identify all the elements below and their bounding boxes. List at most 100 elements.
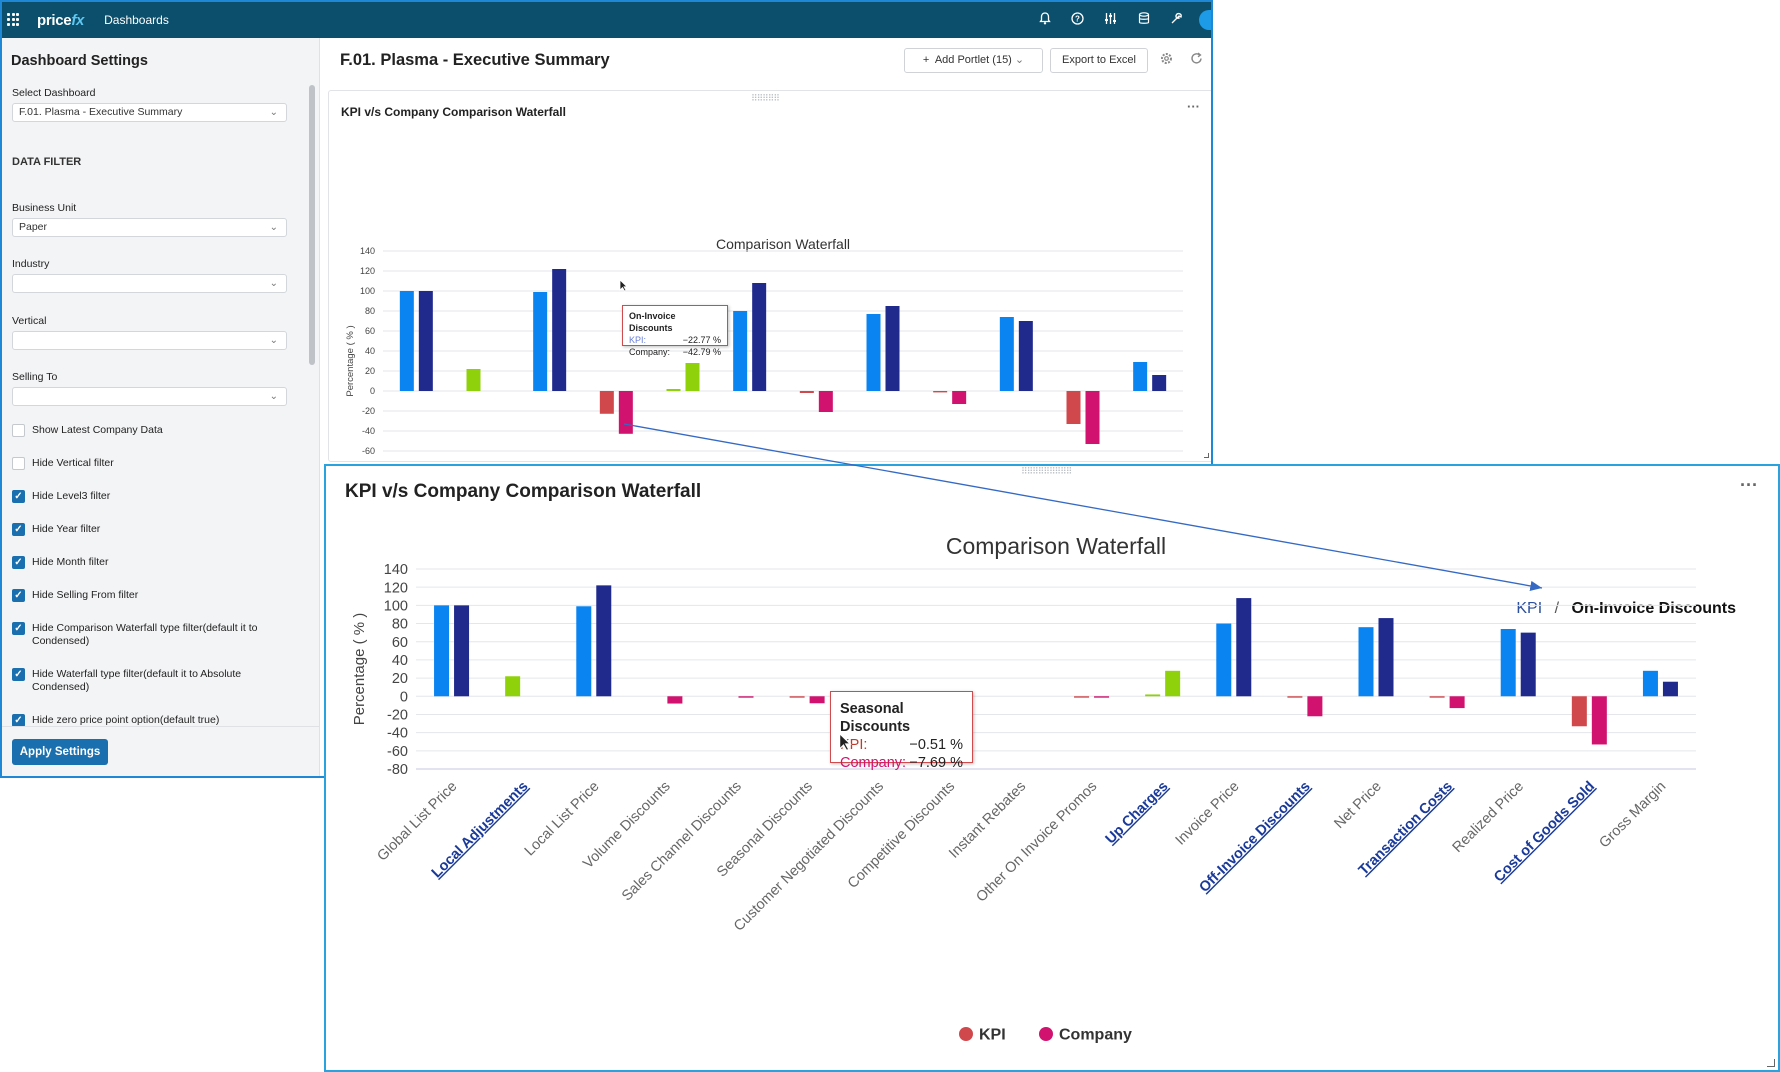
checkbox-row[interactable]: ✓ Hide Level3 filter <box>12 490 292 503</box>
tooltip-kpi-value: −0.51 % <box>909 737 963 753</box>
drag-handle[interactable]: ⠿⠿⠿⠿⠿⠿⠿⠿⠿ <box>1021 466 1072 476</box>
checkbox-label: Hide Comparison Waterfall type filter(de… <box>32 622 258 647</box>
portlet-comparison-waterfall: ⠿⠿⠿⠿⠿ KPI v/s Company Comparison Waterfa… <box>328 90 1211 462</box>
y-axis-label: Percentage ( % ) <box>351 613 368 726</box>
x-category-label: Sales Channel Discounts <box>619 779 745 905</box>
user-avatar[interactable] <box>1199 10 1211 30</box>
kpi-bar <box>999 317 1014 391</box>
company-bar <box>1152 375 1167 391</box>
select-dashboard-dropdown[interactable]: F.01. Plasma - Executive Summary ⌄ <box>12 103 287 122</box>
checkbox[interactable]: ✓ <box>12 589 25 602</box>
nav-title[interactable]: Dashboards <box>104 13 169 27</box>
more-options-icon[interactable]: ··· <box>1740 475 1758 495</box>
kpi-bar <box>789 696 805 698</box>
checkbox-label: Hide Month filter <box>32 556 109 568</box>
checkbox-row[interactable]: ✓ Hide Month filter <box>12 556 292 569</box>
checkbox[interactable] <box>12 457 25 470</box>
x-category-label: Other On Invoice Promos <box>973 779 1100 906</box>
checkbox[interactable]: ✓ <box>12 556 25 569</box>
company-bar <box>952 391 967 404</box>
select-dashboard-value: F.01. Plasma - Executive Summary <box>19 106 183 118</box>
pricefx-logo[interactable]: pricefx <box>37 11 85 29</box>
company-bar <box>454 605 470 697</box>
company-bar <box>1085 391 1100 444</box>
portlet-title: KPI v/s Company Comparison Waterfall <box>341 105 566 119</box>
company-bar <box>809 696 825 704</box>
chevron-down-icon: ⌄ <box>269 335 278 346</box>
tools-icon[interactable] <box>1160 12 1193 28</box>
kpi-bar <box>1133 362 1148 391</box>
breadcrumb-current: On-Invoice Discounts <box>1571 600 1736 617</box>
checkbox-row[interactable]: ✓ Hide Waterfall type filter(default it t… <box>12 668 292 694</box>
selling-to-dropdown[interactable]: ⌄ <box>12 387 287 406</box>
checkbox-label: Hide zero price point option(default tru… <box>32 714 220 726</box>
legend-company-marker <box>1039 1027 1053 1041</box>
drag-handle[interactable]: ⠿⠿⠿⠿⠿ <box>751 93 780 103</box>
top-navigation-bar: pricefx Dashboards ? <box>2 2 1211 38</box>
business-unit-dropdown[interactable]: Paper ⌄ <box>12 218 287 237</box>
checkbox[interactable] <box>12 424 25 437</box>
vertical-dropdown[interactable]: ⌄ <box>12 331 287 350</box>
add-portlet-label: Add Portlet (15) <box>934 54 1012 66</box>
sidebar-footer: Apply Settings <box>2 726 319 776</box>
x-category-label: Local List Price <box>522 779 603 860</box>
checkbox-row[interactable]: ✓ Hide Selling From filter <box>12 589 292 602</box>
checkbox-label: Show Latest Company Data <box>32 424 163 436</box>
checkbox-label: Hide Selling From filter <box>32 589 139 601</box>
bell-icon[interactable] <box>1028 12 1061 28</box>
checkbox-row[interactable]: ✓ Hide Year filter <box>12 523 292 536</box>
company-bar <box>752 283 767 391</box>
checkbox[interactable]: ✓ <box>12 714 25 727</box>
zoomed-portlet-comparison-waterfall: ⠿⠿⠿⠿⠿⠿⠿⠿⠿ KPI v/s Company Comparison Wat… <box>324 464 1780 1072</box>
company-bar <box>618 391 633 434</box>
checkbox-row[interactable]: Show Latest Company Data <box>12 424 292 437</box>
checkbox[interactable]: ✓ <box>12 523 25 536</box>
company-bar <box>552 269 567 391</box>
x-category-label: Instant Rebates <box>946 779 1029 862</box>
help-icon[interactable]: ? <box>1061 12 1094 28</box>
checkbox-row[interactable]: Hide Vertical filter <box>12 457 292 470</box>
y-tick-label: -60 <box>362 446 375 456</box>
x-category-label: Gross Margin <box>1596 779 1669 852</box>
resize-handle[interactable] <box>1767 1059 1775 1067</box>
y-tick-label: 120 <box>384 580 408 596</box>
y-tick-label: -20 <box>362 406 375 416</box>
select-dashboard-label: Select Dashboard <box>12 87 96 99</box>
x-category-label: Realized Price <box>1450 779 1527 856</box>
checkbox[interactable]: ✓ <box>12 668 25 681</box>
company-bar <box>685 363 700 391</box>
industry-dropdown[interactable]: ⌄ <box>12 274 287 293</box>
refresh-icon[interactable] <box>1190 52 1203 68</box>
y-tick-label: 60 <box>365 326 375 336</box>
apply-settings-button[interactable]: Apply Settings <box>12 739 108 765</box>
company-bar <box>1165 670 1181 697</box>
tooltip-company-value: −7.69 % <box>909 755 963 771</box>
kpi-bar <box>434 605 450 697</box>
checkbox[interactable]: ✓ <box>12 622 25 635</box>
y-tick-label: 140 <box>384 562 408 578</box>
settings-gear-icon[interactable] <box>1160 52 1173 68</box>
breadcrumb-root[interactable]: KPI <box>1516 600 1543 617</box>
chart-tooltip: On-Invoice Discounts KPI: −22.77 % Compan… <box>622 305 728 357</box>
mouse-cursor-icon <box>619 279 628 297</box>
database-icon[interactable] <box>1127 12 1160 28</box>
sliders-icon[interactable] <box>1094 12 1127 28</box>
business-unit-label: Business Unit <box>12 202 77 214</box>
add-portlet-button[interactable]: + Add Portlet (15) ⌄ <box>904 48 1043 73</box>
company-bar <box>596 585 612 697</box>
business-unit-value: Paper <box>19 221 48 233</box>
resize-handle[interactable] <box>1204 453 1209 458</box>
company-bar <box>667 696 683 704</box>
more-options-icon[interactable]: ··· <box>1187 99 1200 114</box>
app-grid-icon[interactable] <box>7 13 21 27</box>
sidebar-scrollbar[interactable] <box>309 85 315 365</box>
checkbox[interactable]: ✓ <box>12 490 25 503</box>
chevron-down-icon: ⌄ <box>1014 54 1025 66</box>
company-bar <box>1307 696 1323 717</box>
tooltip-kpi-label: KPI: <box>629 335 647 345</box>
checkbox-row[interactable]: ✓ Hide zero price point option(default tr… <box>12 714 292 727</box>
checkbox-row[interactable]: ✓ Hide Comparison Waterfall type filter(d… <box>12 622 292 648</box>
chart-zoom-svg: Comparison Waterfall 140 120 100 80 60 40 20 0 -2… <box>351 533 1696 1044</box>
export-to-excel-button[interactable]: Export to Excel <box>1050 48 1148 73</box>
company-bar <box>1018 321 1033 391</box>
